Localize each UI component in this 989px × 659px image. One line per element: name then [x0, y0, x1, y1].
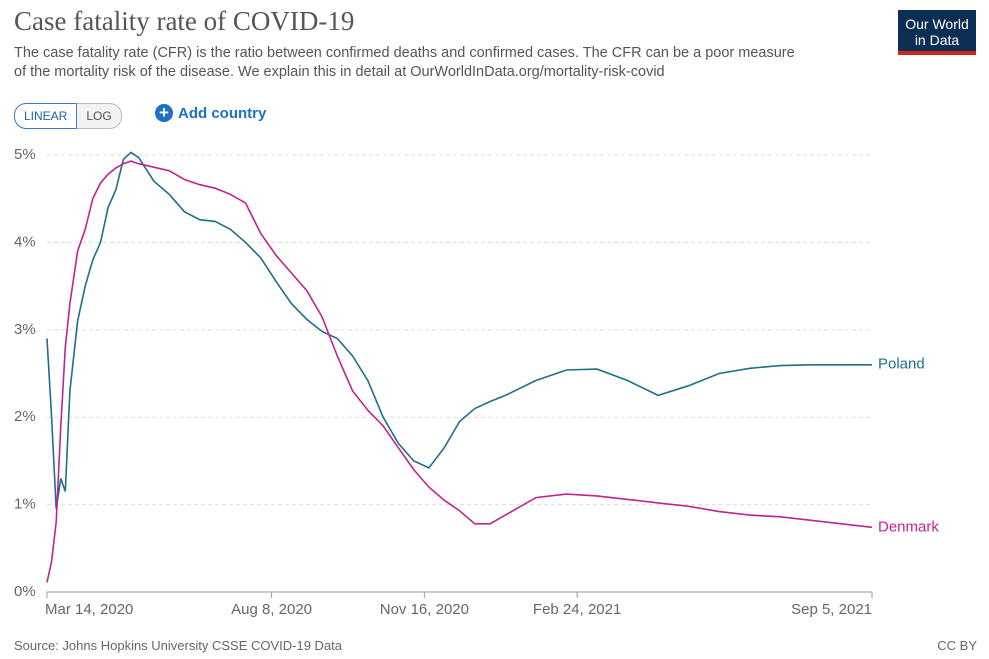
chart: 0% 1% 2% 3% 4% 5% Mar 14, 2020 Aug 8, 2020 Nov 1… [14, 146, 939, 618]
source[interactable]: Source: Johns Hopkins University CSSE CO… [14, 638, 343, 653]
x-tick-label: Mar 14, 2020 [45, 601, 133, 618]
x-tick-label: Feb 24, 2021 [533, 601, 621, 618]
title: Case fatality rate of COVID-19 [14, 6, 355, 36]
series-line [46, 160, 873, 583]
y-tick-label: 5% [14, 146, 36, 163]
x-tick-label: Nov 16, 2020 [380, 601, 469, 618]
y-tick-label: 1% [14, 496, 36, 513]
add-country-label: Add country [178, 104, 267, 122]
logo[interactable]: Our World in Data [898, 10, 976, 55]
log-button[interactable]: LOG [77, 103, 122, 129]
x-tick-label: Sep 5, 2021 [791, 601, 872, 618]
license[interactable]: CC BY [937, 638, 977, 653]
y-tick-label: 0% [14, 583, 36, 600]
y-tick-label: 3% [14, 321, 36, 338]
plus-icon: + [155, 104, 173, 122]
y-tick-label: 4% [14, 233, 36, 250]
series-label: Denmark [878, 518, 939, 535]
linear-button[interactable]: LINEAR [14, 103, 78, 129]
logo-text: in Data [914, 32, 960, 48]
subtitle: The case fatality rate (CFR) is the rati… [14, 45, 795, 80]
add-country-button[interactable]: + Add country [155, 104, 266, 122]
series-label: Poland [878, 356, 925, 373]
series-line [46, 151, 872, 510]
x-tick-label: Aug 8, 2020 [231, 601, 312, 618]
logo-text: Our World [905, 16, 969, 32]
y-tick-label: 2% [14, 408, 36, 425]
scale-toggle: LINEAR LOG [14, 103, 122, 129]
